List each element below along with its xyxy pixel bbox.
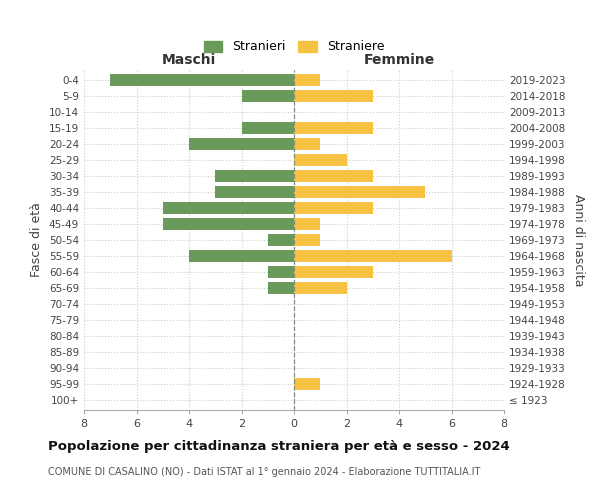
Bar <box>215 170 294 182</box>
Bar <box>241 122 294 134</box>
Bar <box>189 138 294 150</box>
Text: Femmine: Femmine <box>364 52 434 66</box>
Bar <box>268 266 294 278</box>
Bar <box>294 170 373 182</box>
Bar <box>294 74 320 86</box>
Bar <box>294 154 347 166</box>
Bar <box>110 74 294 86</box>
Bar <box>294 266 373 278</box>
Bar <box>294 218 320 230</box>
Bar <box>294 250 452 262</box>
Y-axis label: Anni di nascita: Anni di nascita <box>572 194 585 286</box>
Bar <box>268 282 294 294</box>
Bar <box>294 138 320 150</box>
Bar <box>241 90 294 102</box>
Bar <box>294 186 425 198</box>
Bar <box>294 90 373 102</box>
Y-axis label: Fasce di età: Fasce di età <box>31 202 43 278</box>
Text: Maschi: Maschi <box>162 52 216 66</box>
Bar <box>268 234 294 246</box>
Text: Popolazione per cittadinanza straniera per età e sesso - 2024: Popolazione per cittadinanza straniera p… <box>48 440 510 453</box>
Bar <box>294 202 373 214</box>
Bar <box>294 282 347 294</box>
Bar <box>189 250 294 262</box>
Legend: Stranieri, Straniere: Stranieri, Straniere <box>199 36 389 59</box>
Bar <box>294 378 320 390</box>
Bar <box>163 202 294 214</box>
Bar <box>294 122 373 134</box>
Bar <box>215 186 294 198</box>
Bar <box>294 234 320 246</box>
Bar <box>163 218 294 230</box>
Text: COMUNE DI CASALINO (NO) - Dati ISTAT al 1° gennaio 2024 - Elaborazione TUTTITALI: COMUNE DI CASALINO (NO) - Dati ISTAT al … <box>48 467 481 477</box>
